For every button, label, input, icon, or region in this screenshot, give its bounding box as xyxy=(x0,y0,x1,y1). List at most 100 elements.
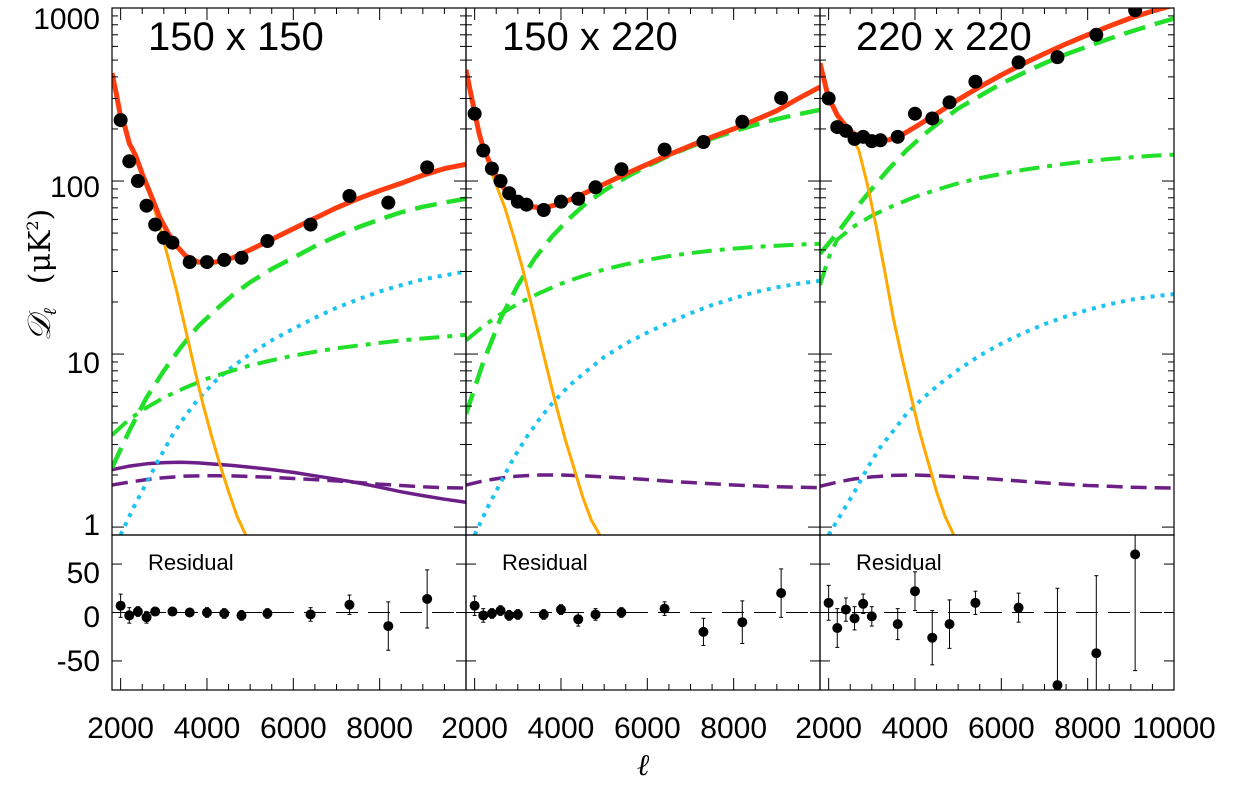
x-tick-label: 8000 xyxy=(346,712,413,745)
y-tick-label: 10 xyxy=(67,347,100,380)
residual-point xyxy=(486,608,497,619)
residual-point xyxy=(840,604,851,615)
residual-label: Residual xyxy=(148,550,234,575)
data-point xyxy=(821,91,836,106)
residual-point xyxy=(236,610,247,621)
data-point xyxy=(890,129,905,144)
data-point xyxy=(467,106,482,121)
curve-dashdot-green xyxy=(820,152,1174,286)
residual-point xyxy=(737,617,748,628)
x-tick-label: 6000 xyxy=(260,712,327,745)
residual-point xyxy=(832,623,843,633)
panel-2: 2000 4000 6000 8000 150 x 220 Residual xyxy=(441,7,821,745)
svg-text:𝒟ℓ(μK2): 𝒟ℓ(μK2) xyxy=(20,209,61,342)
data-point xyxy=(113,113,128,128)
residual-tick-labels: 50 0 -50 xyxy=(57,557,100,678)
data-point xyxy=(774,90,789,105)
panel-title: 150 x 220 xyxy=(502,15,678,59)
residual-point xyxy=(858,598,869,609)
residual-point xyxy=(422,593,433,604)
residual-point xyxy=(184,607,195,618)
residual-point xyxy=(383,621,394,632)
residual-point xyxy=(115,600,126,611)
x-tick-label: 8000 xyxy=(1054,712,1121,745)
data-point xyxy=(165,235,180,250)
data-point xyxy=(571,191,586,206)
data-point xyxy=(148,217,163,232)
residual-point xyxy=(305,609,316,620)
curve-total xyxy=(466,69,820,211)
data-point xyxy=(342,188,357,203)
y-label-unit-sup: 2 xyxy=(23,220,42,230)
residual-point xyxy=(616,607,627,618)
data-point xyxy=(873,133,888,148)
residual-point xyxy=(590,609,601,620)
curve-dashdot-green xyxy=(466,241,820,342)
data-point xyxy=(303,217,318,232)
y-axis-label: 𝒟ℓ(μK2) xyxy=(20,209,61,342)
residual-point xyxy=(909,586,920,597)
residual-point xyxy=(849,613,860,624)
curve-dashed-purple xyxy=(112,474,466,490)
data-point xyxy=(1128,8,1143,18)
residual-point xyxy=(555,604,566,615)
data-point xyxy=(130,174,145,189)
data-point xyxy=(735,114,750,129)
residual-point xyxy=(219,608,230,619)
y-tick-label: 1 xyxy=(83,509,100,542)
residual-point xyxy=(659,603,670,614)
data-point xyxy=(968,74,983,89)
x-tick-label: 6000 xyxy=(968,712,1035,745)
x-tick-label: 4000 xyxy=(882,712,949,745)
residual-point xyxy=(1052,680,1063,690)
residual-point xyxy=(944,619,955,630)
panel-title: 220 x 220 xyxy=(856,15,1032,59)
residual-point xyxy=(150,606,161,617)
x-axis-label: ℓ xyxy=(637,748,650,783)
data-point xyxy=(925,111,940,126)
residual-point xyxy=(573,614,584,625)
data-point xyxy=(420,160,435,175)
panel-3: 2000 4000 6000 8000 10000 220 x 220 Residual xyxy=(795,7,1216,745)
data-point xyxy=(942,95,957,110)
y-tick-labels: 1000 100 10 1 xyxy=(33,3,100,542)
curve-dotted-cyan xyxy=(118,269,466,535)
residual-point xyxy=(1013,602,1024,613)
data-point xyxy=(536,203,551,218)
residual-tick-label: 50 xyxy=(67,557,100,590)
data-point xyxy=(1011,55,1026,70)
x-tick-label: 4000 xyxy=(528,712,595,745)
residual-point xyxy=(538,609,549,620)
residual-point xyxy=(512,609,523,620)
curve-total xyxy=(820,8,1173,144)
residual-tick-label: 0 xyxy=(83,601,100,634)
y-tick-label: 1000 xyxy=(33,3,100,36)
main-panel-frame xyxy=(465,7,821,536)
data-point xyxy=(260,234,275,249)
data-point xyxy=(907,106,922,121)
residual-point xyxy=(866,611,877,622)
data-point xyxy=(519,197,534,212)
residual-point xyxy=(698,626,709,637)
residual-point xyxy=(927,632,938,643)
data-point xyxy=(588,180,603,195)
residual-point xyxy=(478,610,489,621)
residual-point xyxy=(1091,648,1102,659)
data-point xyxy=(139,198,154,213)
curve-dashed-purple xyxy=(466,473,820,490)
residual-point xyxy=(262,608,273,619)
y-tick-label: 100 xyxy=(50,171,100,204)
curve-solid-purple xyxy=(112,460,466,505)
x-tick-label: 4000 xyxy=(174,712,241,745)
x-tick-label: 6000 xyxy=(614,712,681,745)
residual-point xyxy=(124,610,135,621)
curve-dotted-cyan xyxy=(472,278,820,535)
residual-point xyxy=(132,606,143,617)
main-plot-area xyxy=(820,8,1174,535)
residual-point xyxy=(141,612,152,623)
data-point xyxy=(1050,50,1065,65)
curve-dashed-green xyxy=(112,196,466,469)
curve-cmb xyxy=(466,69,602,535)
y-label-unit-close: ) xyxy=(23,209,58,221)
